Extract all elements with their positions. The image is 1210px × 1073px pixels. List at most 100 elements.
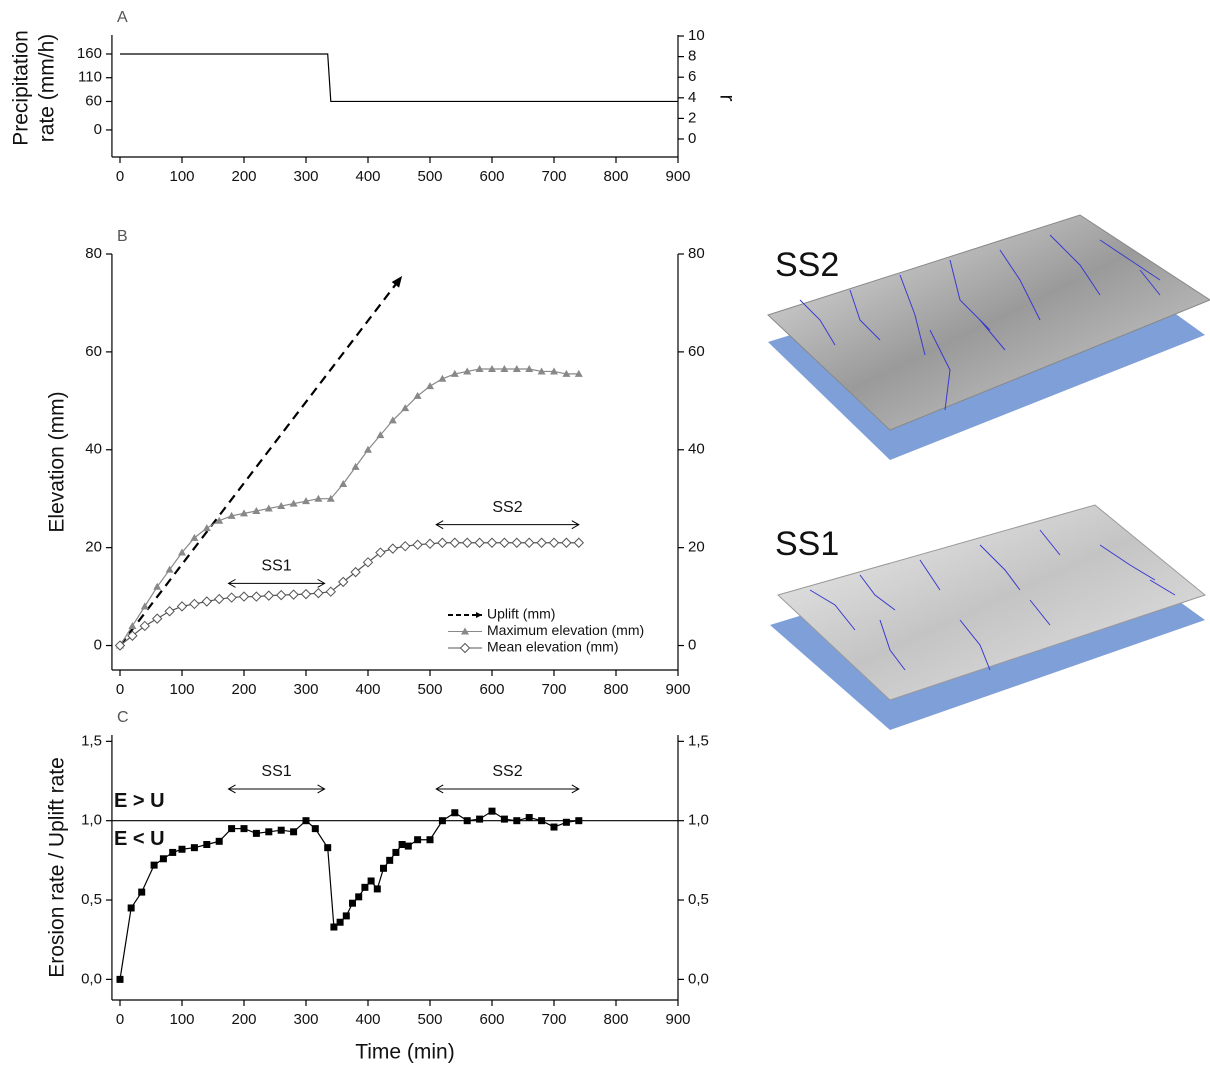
y2-tick-label: 60 (688, 343, 705, 360)
marker-diamond (536, 537, 547, 548)
marker-square (380, 864, 387, 872)
x-tick-label: 700 (541, 1011, 566, 1028)
x-tick-label: 100 (169, 1011, 194, 1028)
marker-square (215, 837, 223, 845)
marker-diamond (127, 630, 138, 641)
marker-diamond (459, 642, 471, 654)
marker-triangle (202, 524, 211, 532)
marker-diamond (486, 537, 498, 548)
marker-triangle (289, 499, 298, 507)
y-tick-label: 80 (85, 245, 102, 262)
marker-diamond (523, 537, 535, 548)
marker-diamond (399, 540, 411, 552)
series-line (119, 810, 579, 980)
x-axis-label: Time (min) (355, 1041, 455, 1064)
marker-diamond (499, 537, 510, 548)
marker-triangle (252, 506, 261, 514)
y2-tick-label: 8 (688, 48, 696, 65)
marker-square (277, 826, 285, 834)
y-axis-label: Precipitation (10, 30, 33, 146)
panel-label: B (117, 228, 128, 245)
panel-label: A (117, 9, 128, 26)
marker-triangle (475, 365, 484, 373)
marker-square (476, 815, 484, 823)
marker-triangle (227, 511, 236, 519)
marker-diamond (288, 589, 299, 600)
y2-tick-label: 20 (688, 539, 705, 556)
marker-diamond (251, 591, 262, 602)
marker-triangle (401, 404, 410, 412)
marker-diamond (362, 557, 374, 568)
marker-square (116, 975, 124, 983)
marker-diamond (437, 537, 448, 548)
x-tick-label: 400 (355, 168, 380, 185)
marker-triangle (463, 367, 472, 375)
x-tick-label: 700 (541, 168, 566, 185)
y2-tick-label: 1,0 (688, 812, 709, 829)
marker-diamond (548, 537, 560, 548)
terrain-ss2 (767, 214, 1210, 460)
marker-square (575, 817, 583, 825)
x-tick-label: 100 (169, 681, 194, 698)
marker-square (463, 817, 471, 825)
x-tick-label: 600 (479, 1011, 504, 1028)
x-tick-label: 600 (479, 681, 504, 698)
marker-triangle (500, 365, 509, 373)
marker-square (330, 923, 338, 931)
marker-square (438, 817, 446, 825)
y2-tick-label: 40 (688, 441, 705, 458)
marker-diamond (325, 586, 337, 597)
y-tick-label: 110 (78, 69, 102, 86)
panel-label: C (117, 709, 129, 726)
marker-square (500, 815, 508, 823)
span-arrow (435, 784, 580, 794)
span-arrow (227, 578, 326, 588)
marker-triangle (574, 369, 583, 377)
arrow-head (391, 276, 403, 288)
marker-square (349, 899, 356, 907)
marker-square (228, 825, 236, 833)
y-axis-label: Elevation (mm) (46, 391, 69, 532)
y-tick-label: 160 (77, 45, 102, 62)
span-label: SS1 (261, 558, 291, 575)
marker-square (240, 825, 248, 833)
x-tick-label: 700 (541, 681, 566, 698)
marker-diamond (201, 596, 213, 607)
marker-square (373, 885, 381, 893)
marker-diamond (461, 537, 473, 548)
marker-square (150, 861, 158, 869)
marker-diamond (263, 590, 275, 601)
marker-diamond (114, 640, 126, 651)
marker-diamond (176, 601, 188, 612)
marker-triangle (488, 365, 496, 373)
marker-square (562, 818, 570, 826)
series-line (120, 53, 678, 103)
marker-square (336, 918, 344, 926)
marker-square (386, 856, 394, 864)
marker-square (404, 842, 412, 850)
marker-triangle (461, 627, 469, 635)
y2-axis-label: r (715, 95, 738, 102)
marker-diamond (275, 589, 287, 601)
marker-square (451, 809, 459, 817)
span-label: SS2 (492, 763, 522, 780)
x-tick-label: 800 (603, 1011, 628, 1028)
marker-square (426, 836, 434, 844)
marker-triangle (128, 621, 137, 629)
marker-diamond (511, 537, 523, 548)
marker-triangle (326, 494, 335, 502)
y2-tick-label: 6 (688, 68, 696, 85)
marker-triangle (388, 416, 397, 424)
y2-tick-label: 0,0 (688, 970, 709, 987)
terrain-ss1 (770, 504, 1207, 730)
marker-diamond (375, 547, 386, 558)
marker-triangle (190, 533, 199, 541)
marker-diamond (573, 537, 585, 548)
marker-diamond (412, 539, 423, 550)
marker-square (355, 893, 363, 901)
y-tick-label: 40 (85, 441, 102, 458)
image-label: SS2 (775, 246, 839, 284)
marker-square (138, 888, 146, 896)
marker-square (203, 840, 211, 848)
x-tick-label: 200 (231, 681, 256, 698)
